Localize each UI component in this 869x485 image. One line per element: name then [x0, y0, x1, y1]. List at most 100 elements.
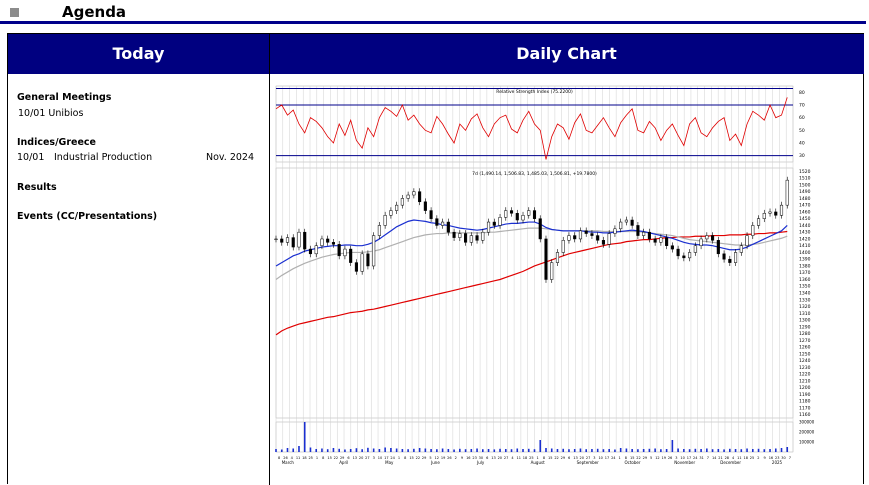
candle-body — [722, 253, 726, 260]
indices-heading: Indices/Greece — [17, 137, 96, 148]
candle-body — [492, 221, 496, 226]
volume-bar — [711, 449, 714, 452]
candle-body — [303, 231, 307, 250]
volume-bar — [447, 449, 450, 452]
volume-bar — [527, 448, 530, 452]
page-title: Agenda — [62, 3, 127, 21]
price-tick-label: 1280 — [799, 331, 811, 337]
x-axis-day-label: 22 — [554, 456, 558, 460]
volume-bar — [309, 447, 312, 452]
x-axis-day-label: 25 — [529, 456, 533, 460]
candle-body — [377, 225, 381, 236]
x-axis-day-label: 26 — [668, 456, 672, 460]
rsi-tick-label: 70 — [799, 103, 805, 109]
x-axis-day-label: 11 — [737, 456, 741, 460]
candle-body — [779, 204, 784, 216]
price-tick-label: 1420 — [799, 236, 811, 242]
candle-body — [498, 217, 502, 226]
x-axis-day-label: 7 — [789, 456, 791, 460]
volume-bar — [355, 448, 358, 452]
x-axis-day-label: 3 — [373, 456, 375, 460]
candle-body — [291, 237, 295, 248]
candle-body — [596, 235, 600, 241]
bullet-square-icon — [10, 8, 19, 17]
x-axis-day-label: 25 — [750, 456, 754, 460]
x-axis-day-label: 5 — [429, 456, 431, 460]
x-axis-month-label: 2025 — [772, 460, 783, 465]
volume-bar — [562, 448, 565, 452]
volume-bar — [321, 448, 323, 452]
x-axis-month-label: November — [674, 460, 695, 465]
candle-body — [400, 198, 404, 206]
candle-body — [751, 225, 755, 236]
volume-bar — [430, 449, 432, 452]
price-tick-label: 1160 — [799, 412, 811, 418]
indices-row-event: Industrial Production — [54, 152, 153, 163]
volume-bar — [390, 448, 392, 452]
candle-body — [469, 235, 473, 243]
volume-bar — [688, 449, 691, 452]
volume-bar — [665, 449, 668, 452]
volume-bar — [470, 449, 473, 452]
candle-body — [647, 231, 651, 240]
x-axis-day-label: 11 — [296, 456, 300, 460]
x-axis-day-label: 28 — [725, 456, 729, 460]
volume-bar — [459, 448, 461, 452]
indices-row-date: 10/01 — [17, 152, 45, 163]
price-tick-label: 1390 — [799, 257, 811, 263]
price-tick-label: 1400 — [799, 250, 811, 256]
volume-bar — [378, 449, 381, 452]
volume-bar — [654, 448, 656, 452]
candle-body — [274, 238, 278, 240]
volume-bar — [418, 448, 421, 452]
x-axis-day-label: 14 — [712, 456, 717, 460]
x-axis-day-label: 19 — [441, 456, 445, 460]
candle-body — [486, 221, 491, 233]
x-axis-day-label: 12 — [435, 456, 439, 460]
volume-bar — [677, 448, 679, 452]
candle-body — [314, 245, 318, 255]
x-axis-day-label: 30 — [781, 456, 785, 460]
candle-body — [308, 248, 313, 255]
x-axis-day-label: 9 — [764, 456, 766, 460]
x-axis-day-label: 15 — [327, 456, 331, 460]
candle-body — [665, 237, 669, 246]
x-axis-month-label: March — [282, 460, 295, 465]
today-column-header: Today — [8, 34, 269, 74]
x-axis-day-label: 29 — [422, 456, 426, 460]
candle-body — [320, 238, 324, 246]
x-axis-day-label: 18 — [523, 456, 527, 460]
x-axis-day-label: 10 — [378, 456, 382, 460]
candle-body — [354, 262, 358, 272]
x-axis-day-label: 20 — [359, 456, 363, 460]
x-axis-day-label: 4 — [732, 456, 735, 460]
price-tick-label: 1480 — [799, 196, 811, 202]
candle-body — [515, 213, 519, 221]
x-axis-day-label: 3 — [675, 456, 677, 460]
candle-body — [343, 248, 347, 257]
volume-bar — [700, 449, 702, 452]
volume-bar — [550, 448, 553, 452]
candle-body — [613, 228, 617, 234]
x-axis-day-label: 6 — [486, 456, 488, 460]
candle-body — [573, 235, 577, 240]
volume-tick-label: 300000 — [799, 420, 815, 425]
volume-bar — [751, 449, 754, 452]
candle-body — [423, 201, 427, 211]
volume-bar — [361, 449, 363, 452]
candle-body — [366, 253, 370, 267]
volume-bar — [424, 448, 427, 452]
x-axis-day-label: 8 — [404, 456, 406, 460]
volume-bar — [637, 449, 639, 452]
candle-body — [280, 238, 284, 243]
candle-body — [446, 221, 450, 233]
volume-tick-label: 100000 — [799, 440, 815, 445]
volume-bar — [413, 448, 415, 452]
price-tick-label: 1380 — [799, 263, 811, 269]
x-axis-month-label: May — [385, 460, 394, 465]
price-tick-label: 1360 — [799, 277, 811, 283]
volume-bar — [395, 448, 398, 452]
x-axis-day-label: 18 — [743, 456, 747, 460]
x-axis-day-label: 3 — [593, 456, 595, 460]
volume-bar — [516, 448, 519, 452]
